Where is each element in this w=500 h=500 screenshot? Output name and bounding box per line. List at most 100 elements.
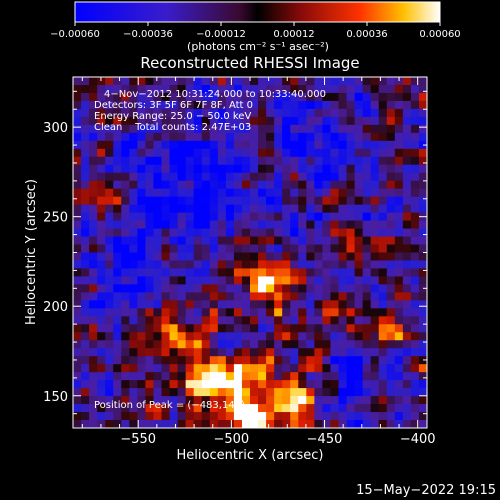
- heatmap-cell: [394, 204, 404, 214]
- heatmap-cell: [161, 172, 171, 182]
- heatmap-cell: [193, 228, 203, 238]
- heatmap-cell: [89, 284, 98, 293]
- heatmap-cell: [386, 228, 396, 238]
- heatmap-cell: [314, 156, 324, 166]
- heatmap-cell: [282, 236, 291, 246]
- heatmap-cell: [346, 412, 356, 421]
- heatmap-cell: [394, 236, 404, 246]
- heatmap-cell: [354, 324, 364, 333]
- heatmap-cell: [225, 292, 235, 301]
- x-axis-ticks: [81, 77, 419, 428]
- heatmap-cell: [177, 316, 187, 325]
- heatmap-cell: [177, 140, 187, 150]
- heatmap-cell: [370, 108, 380, 118]
- heatmap-cell: [250, 332, 259, 341]
- heatmap-cell: [282, 156, 291, 166]
- heatmap-cell: [266, 164, 275, 174]
- heatmap-cell: [370, 276, 380, 286]
- peak-position-label: Position of Peak = (−483,140): [94, 400, 245, 411]
- heatmap-cell: [169, 420, 179, 428]
- heatmap-cell: [161, 340, 171, 349]
- heatmap-cell: [258, 148, 267, 158]
- heatmap-cell: [89, 164, 98, 174]
- heatmap-cell: [145, 236, 155, 246]
- heatmap-cell: [418, 356, 427, 365]
- heatmap-cell: [81, 148, 90, 158]
- heatmap-cell: [97, 84, 106, 94]
- heatmap-cell: [298, 364, 307, 373]
- heatmap-cell: [161, 148, 171, 158]
- heatmap-cell: [402, 292, 412, 301]
- heatmap-cell: [298, 412, 307, 421]
- heatmap-cell: [233, 316, 243, 325]
- heatmap-cell: [410, 380, 420, 389]
- heatmap-cell: [121, 164, 130, 174]
- heatmap-cell: [402, 204, 412, 214]
- heatmap-cell: [258, 364, 267, 373]
- heatmap-cell: [322, 156, 332, 166]
- heatmap-cell: [274, 380, 283, 389]
- heatmap-cell: [410, 220, 420, 230]
- heatmap-cell: [386, 324, 396, 333]
- heatmap-cell: [89, 404, 98, 413]
- heatmap-cell: [161, 420, 171, 428]
- heatmap-cell: [217, 340, 227, 349]
- heatmap-cell: [290, 388, 299, 397]
- heatmap-cell: [290, 108, 299, 118]
- heatmap-cell: [169, 396, 179, 405]
- heatmap-cell: [410, 404, 420, 413]
- heatmap-cell: [137, 92, 147, 102]
- heatmap-cell: [209, 172, 219, 182]
- heatmap-cell: [314, 220, 324, 230]
- heatmap-cell: [378, 188, 388, 198]
- heatmap-cell: [129, 156, 138, 166]
- heatmap-cell: [322, 348, 332, 357]
- heatmap-cell: [330, 212, 340, 222]
- heatmap-cell: [338, 180, 348, 190]
- heatmap-cell: [322, 92, 332, 102]
- heatmap-cell: [274, 212, 283, 222]
- heatmap-cell: [185, 404, 195, 413]
- heatmap-cell: [386, 140, 396, 150]
- heatmap-cell: [314, 188, 324, 198]
- heatmap-cell: [258, 124, 267, 134]
- heatmap-cell: [338, 77, 348, 86]
- heatmap-cell: [306, 372, 315, 381]
- heatmap-cell: [346, 292, 356, 301]
- heatmap-cell: [330, 260, 340, 270]
- heatmap-cell: [217, 356, 227, 365]
- heatmap-cell: [209, 292, 219, 301]
- heatmap-cell: [233, 124, 243, 134]
- heatmap-cell: [338, 100, 348, 110]
- heatmap-cell: [258, 324, 267, 333]
- heatmap-cell: [105, 268, 114, 278]
- heatmap-cell: [378, 412, 388, 421]
- heatmap-cell: [145, 380, 155, 389]
- heatmap-cell: [258, 356, 267, 365]
- heatmap-cell: [145, 388, 155, 397]
- heatmap-cell: [250, 196, 259, 206]
- heatmap-cell: [241, 100, 251, 110]
- heatmap-cell: [89, 260, 98, 270]
- heatmap-cell: [97, 284, 106, 293]
- heatmap-cell: [410, 196, 420, 206]
- heatmap-cell: [185, 196, 195, 206]
- heatmap-cell: [105, 340, 114, 349]
- heatmap-cell: [322, 228, 332, 238]
- heatmap-cell: [402, 148, 412, 158]
- heatmap-cell: [145, 340, 155, 349]
- heatmap-cell: [201, 324, 211, 333]
- heatmap-cell: [73, 412, 82, 421]
- heatmap-cell: [233, 220, 243, 230]
- heatmap-cell: [217, 156, 227, 166]
- heatmap-cell: [378, 332, 388, 341]
- heatmap-cell: [233, 164, 243, 174]
- heatmap-cell: [394, 300, 404, 309]
- heatmap-cell: [145, 148, 155, 158]
- colorbar-tick-label: −0.00060: [50, 29, 100, 40]
- heatmap-cell: [201, 316, 211, 325]
- heatmap-cell: [258, 132, 267, 142]
- heatmap-cell: [370, 180, 380, 190]
- heatmap-cell: [290, 204, 299, 214]
- heatmap-cell: [201, 84, 211, 94]
